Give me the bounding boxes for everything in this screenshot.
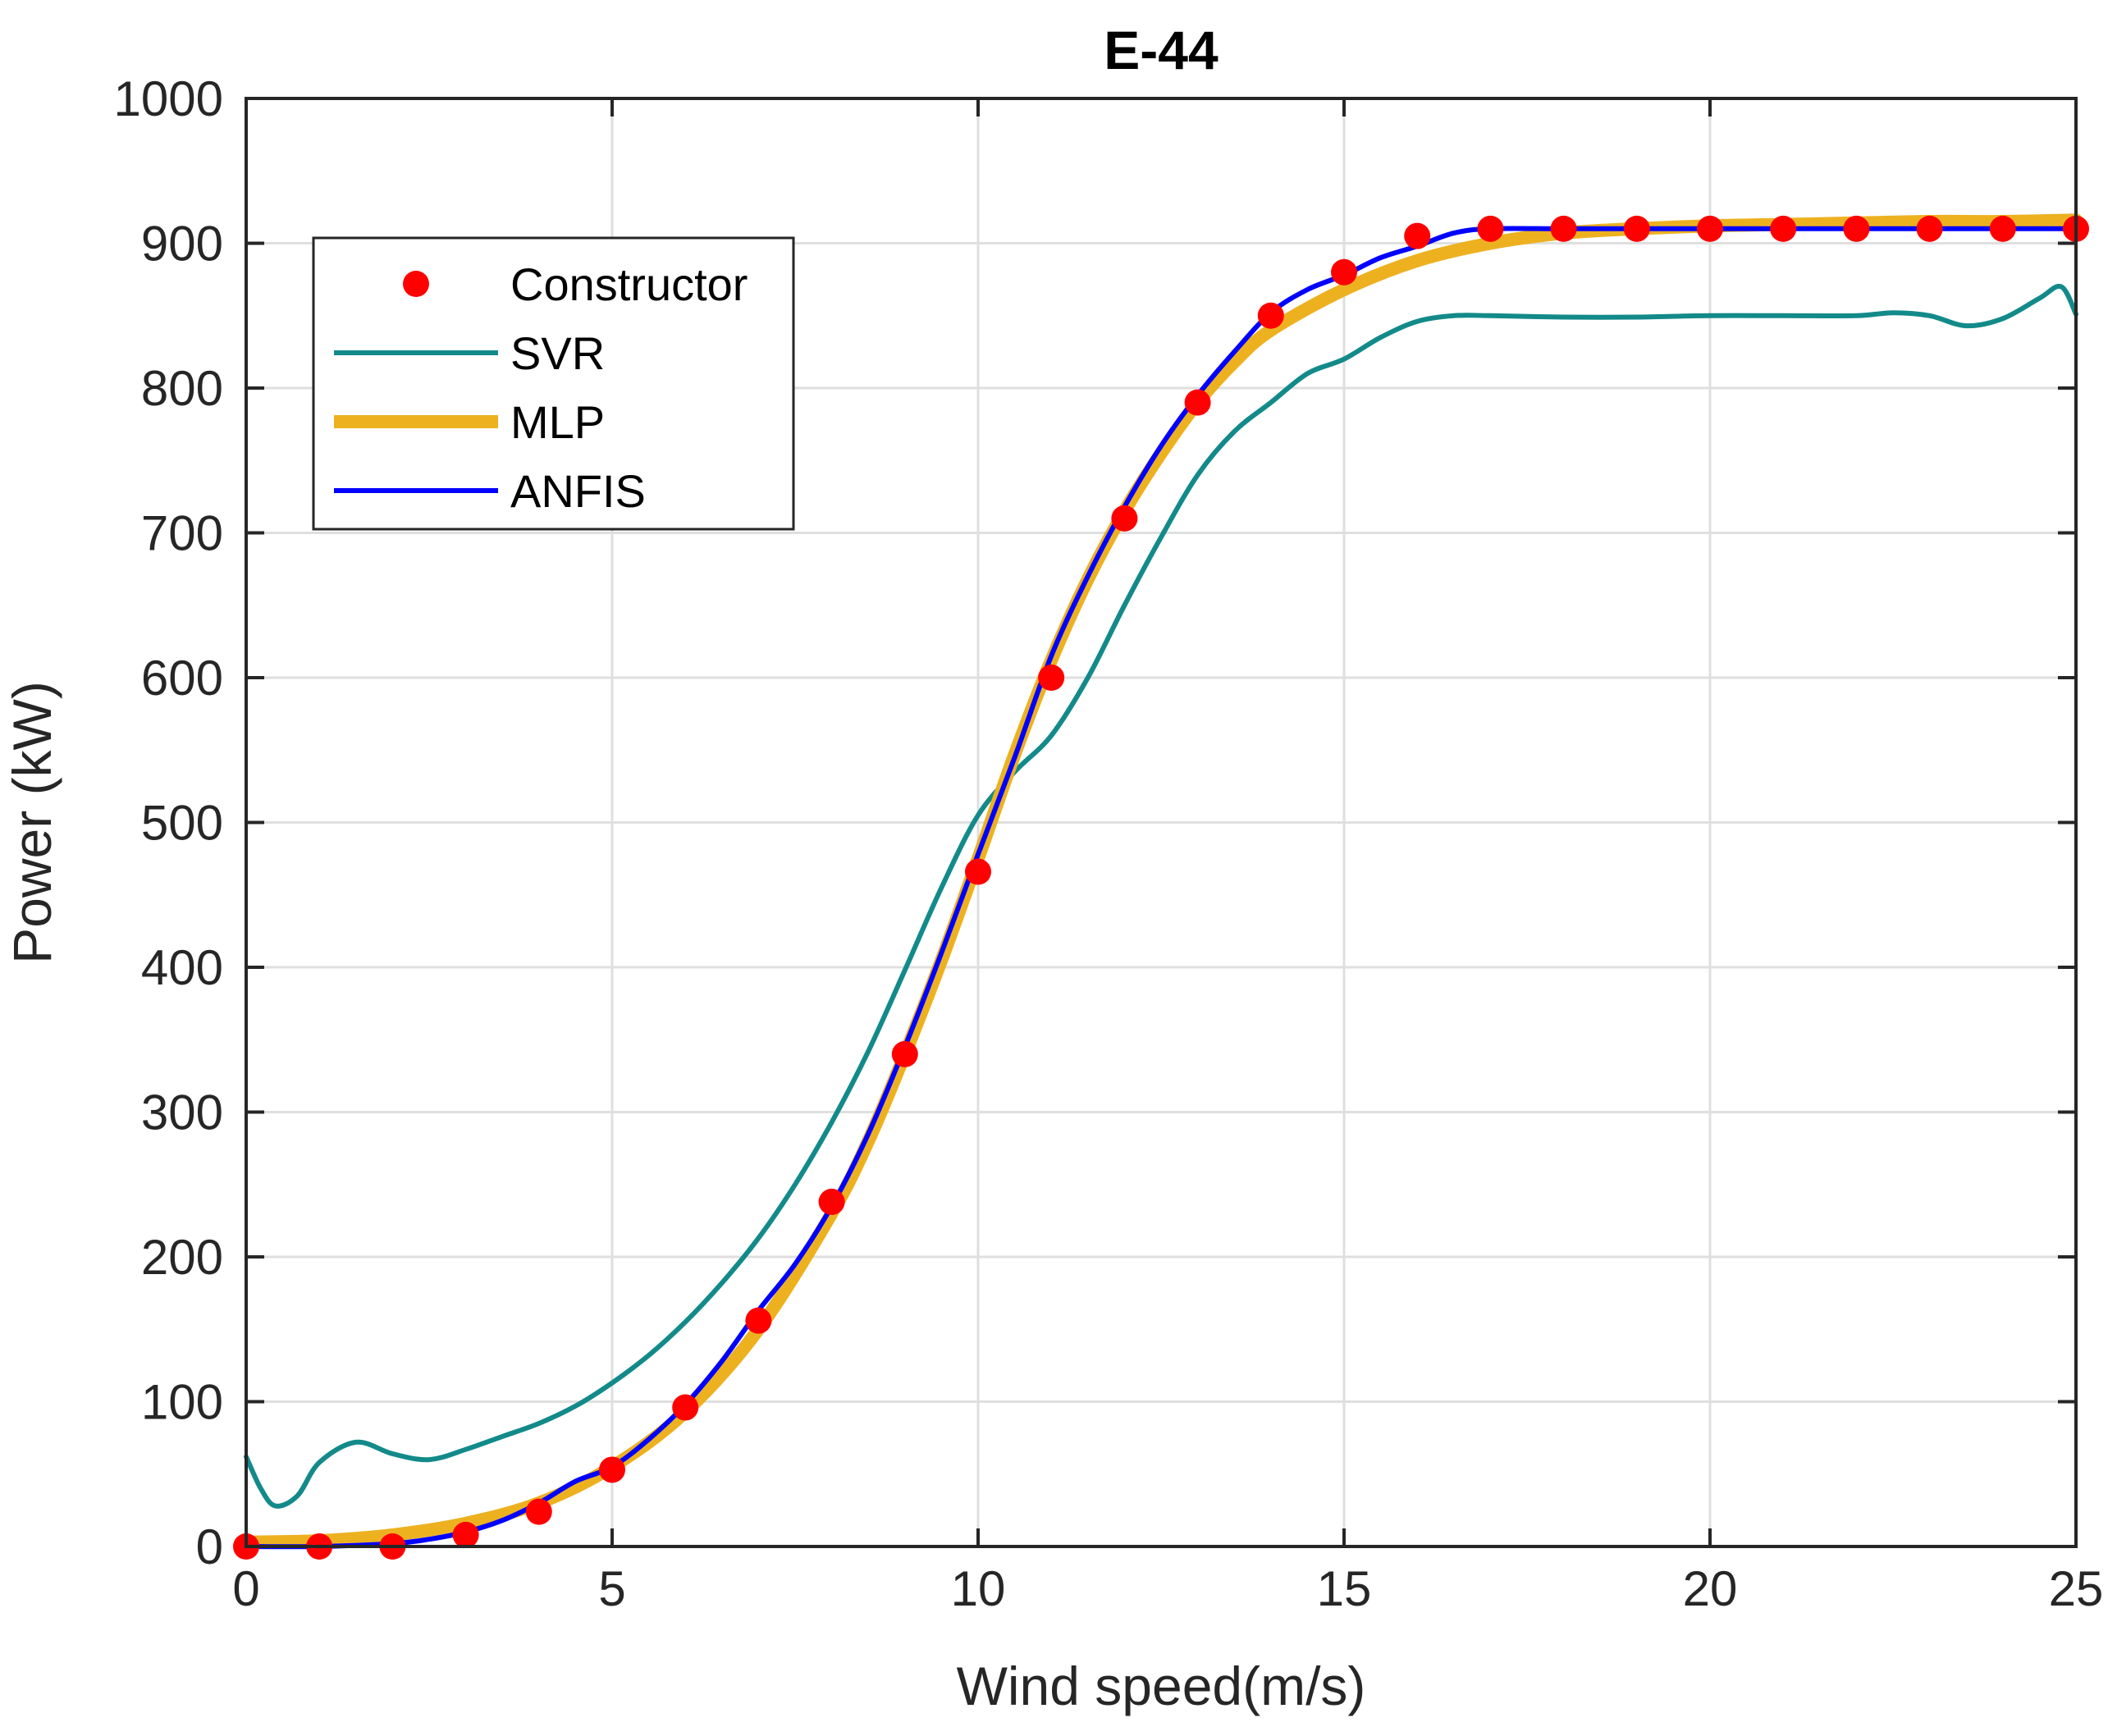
constructor-point: [1623, 215, 1650, 242]
legend-label-anfis: ANFIS: [510, 465, 646, 517]
legend-label-mlp: MLP: [510, 396, 605, 448]
constructor-point: [1404, 222, 1431, 249]
constructor-point: [1257, 302, 1284, 329]
constructor-point: [1989, 215, 2016, 242]
x-tick-label: 10: [951, 1561, 1006, 1616]
y-tick-label: 500: [141, 796, 223, 851]
legend-marker-constructor: [403, 271, 429, 297]
series-layer: [233, 213, 2089, 1560]
legend: Constructor SVR MLP ANFIS: [312, 236, 795, 531]
ticks: 0 5 10 15 20 25 0 100 200 300 400 500 600 700 800 900 10…: [114, 71, 2104, 1616]
constructor-point: [1477, 215, 1504, 242]
constructor-point: [1697, 215, 1723, 242]
x-tick-label: 25: [2049, 1561, 2104, 1616]
constructor-point: [1331, 258, 1357, 286]
constructor-point: [1184, 389, 1211, 416]
legend-label-svr: SVR: [510, 327, 605, 379]
constructor-point: [818, 1188, 845, 1215]
y-tick-label: 400: [141, 940, 223, 995]
y-tick-label: 0: [196, 1519, 223, 1574]
constructor-point: [891, 1040, 918, 1067]
legend-box: [312, 236, 795, 531]
constructor-point: [1770, 215, 1797, 242]
constructor-point: [1916, 215, 1943, 242]
constructor-point: [1843, 215, 1870, 242]
y-tick-label: 900: [141, 217, 223, 272]
series-line-anfis: [244, 226, 2078, 1550]
x-tick-label: 0: [232, 1561, 259, 1616]
constructor-point: [965, 858, 991, 885]
x-tick-label: 20: [1683, 1561, 1738, 1616]
series-line-svr: [244, 283, 2078, 1509]
constructor-point: [1038, 665, 1065, 691]
y-axis-label: Power (kW): [2, 681, 62, 964]
constructor-point: [599, 1456, 625, 1483]
constructor-point: [452, 1521, 479, 1548]
constructor-point: [1111, 505, 1138, 532]
constructor-point: [1550, 215, 1577, 242]
y-tick-label: 200: [141, 1230, 223, 1285]
y-tick-label: 100: [141, 1375, 223, 1430]
y-tick-label: 600: [141, 651, 223, 706]
y-tick-label: 700: [141, 506, 223, 561]
chart-title: E-44: [1104, 20, 1219, 80]
y-tick-label: 300: [141, 1085, 223, 1140]
x-axis-label: Wind speed(m/s): [957, 1656, 1366, 1716]
legend-label-constructor: Constructor: [510, 258, 748, 310]
x-tick-label: 5: [598, 1561, 625, 1616]
constructor-point: [525, 1498, 552, 1525]
x-tick-label: 15: [1317, 1561, 1372, 1616]
constructor-point: [745, 1307, 772, 1334]
y-tick-label: 1000: [114, 71, 223, 126]
y-tick-label: 800: [141, 361, 223, 416]
constructor-point: [672, 1394, 699, 1421]
